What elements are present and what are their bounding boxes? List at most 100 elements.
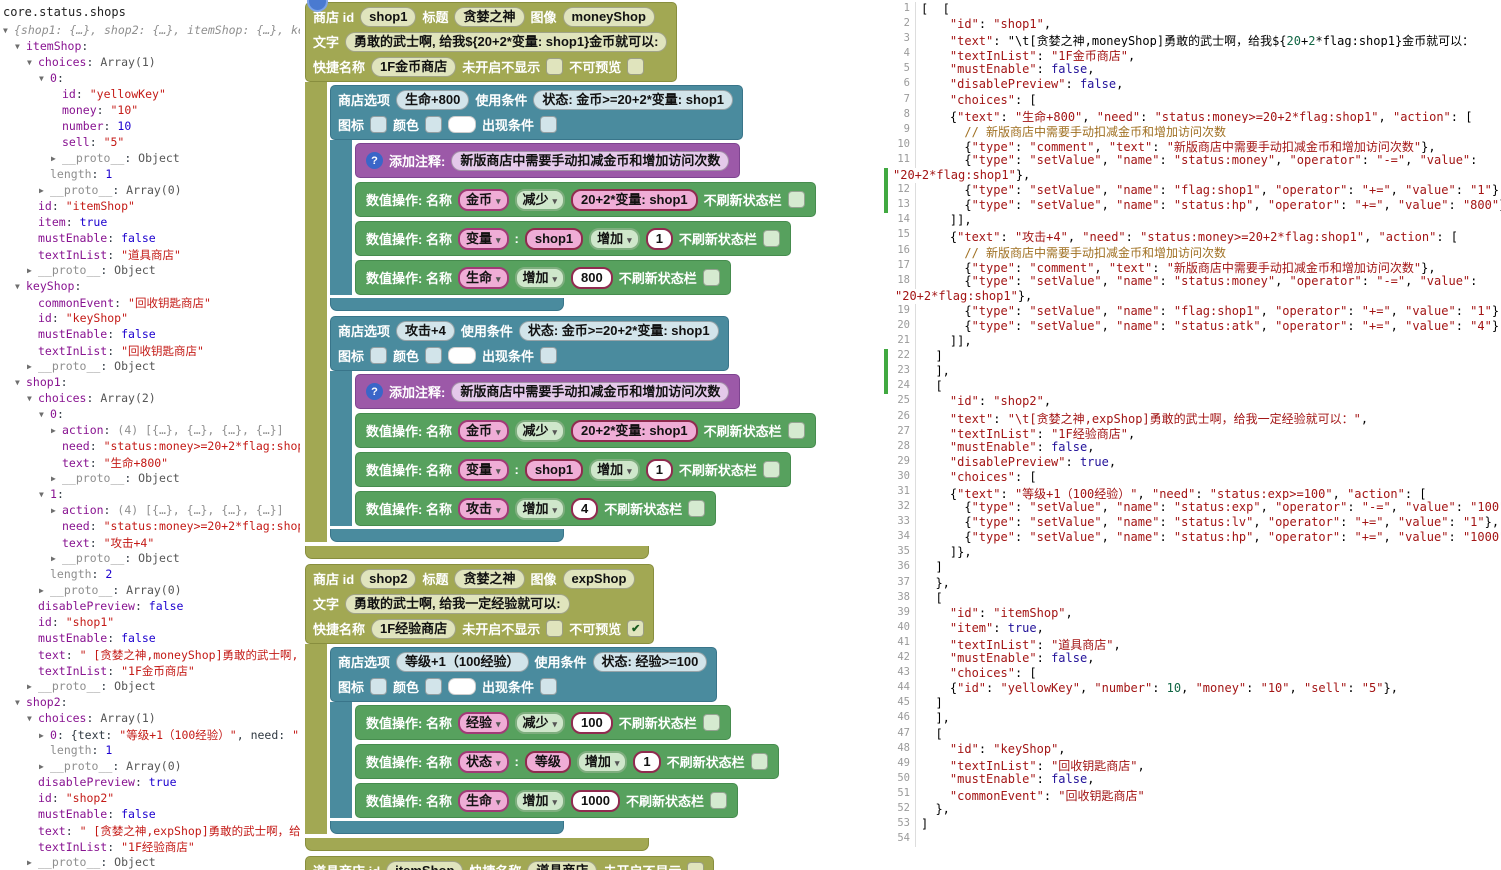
comment-text-field[interactable]: 新版商店中需要手动扣减金币和增加访问次数	[451, 381, 730, 402]
code-line[interactable]: 3 "text": "\t[贪婪之神,moneyShop]勇敢的武士啊，给我${…	[884, 32, 1501, 48]
expand-arrow-icon[interactable]: ▶	[27, 682, 32, 691]
code-line[interactable]: 31 {"text": "等级+1（100经验）", "need": "stat…	[884, 485, 1501, 501]
action-block-lv[interactable]: 数值操作: 名称 状态 ▾: 等级 增加 ▾ 1 不刷新状态栏	[355, 744, 779, 779]
code-line[interactable]: 34 {"type": "setValue", "name": "status:…	[884, 530, 1501, 546]
code-line[interactable]: 29 "disablePreview": true,	[884, 454, 1501, 470]
comment-text-field[interactable]: 新版商店中需要手动扣减金币和增加访问次数	[451, 150, 730, 171]
tree-row[interactable]: ▶0: {text: "等级+1（100经验）", need: "st	[0, 727, 300, 743]
checkbox[interactable]	[370, 116, 388, 133]
expand-arrow-icon[interactable]: ▼	[15, 378, 20, 387]
expand-arrow-icon[interactable]: ▼	[27, 58, 32, 67]
code-line[interactable]: 53]	[884, 817, 1501, 833]
dropdown-field[interactable]: 经验 ▾	[457, 711, 509, 734]
expand-arrow-icon[interactable]: ▶	[27, 266, 32, 275]
expand-arrow-icon[interactable]: ▼	[15, 282, 20, 291]
value-field[interactable]: shop1	[524, 227, 584, 250]
choice-block-lv[interactable]: 商店选项 等级+1（100经验） 使用条件 状态: 经验>=100 图标 颜色 出现条件 数值…	[330, 647, 779, 834]
text-field[interactable]: 状态: 金币>=20+2*变量: shop1	[518, 320, 719, 341]
checkbox[interactable]	[709, 792, 727, 809]
checkbox[interactable]	[540, 347, 558, 364]
value-field[interactable]: 100	[571, 711, 613, 734]
tree-row[interactable]: ▶ __proto__: Object	[51, 551, 180, 565]
checkbox[interactable]	[627, 58, 645, 75]
tree-row[interactable]: ▼ 0:	[39, 407, 64, 421]
comment-block[interactable]: ? 添加注释: 新版商店中需要手动扣减金币和增加访问次数	[355, 374, 741, 409]
value-field[interactable]: 800	[571, 266, 613, 289]
checkbox[interactable]	[688, 500, 706, 517]
expand-arrow-icon[interactable]: ▶	[51, 474, 56, 483]
code-line[interactable]: 21 ]],	[884, 334, 1501, 350]
expand-arrow-icon[interactable]: ▼	[15, 42, 20, 51]
code-line[interactable]: 33 {"type": "setValue", "name": "status:…	[884, 515, 1501, 531]
code-line[interactable]: 42 "mustEnable": false,	[884, 651, 1501, 667]
tree-row[interactable]: ▶ __proto__: Object	[27, 855, 156, 869]
tree-row[interactable]: ▶ __proto__: Object	[51, 151, 180, 165]
comment-block[interactable]: ? 添加注释: 新版商店中需要手动扣减金币和增加访问次数	[355, 143, 741, 178]
code-line[interactable]: 13 {"type": "setValue", "name": "status:…	[884, 198, 1501, 214]
text-field[interactable]: 道具商店	[527, 860, 598, 870]
checkbox[interactable]	[762, 230, 780, 247]
text-field[interactable]: 1F金币商店	[371, 56, 457, 77]
dropdown-field[interactable]: 状态 ▾	[457, 750, 509, 773]
block-editor-panel[interactable]: 商店 id shop1 标题 贪婪之神 图像 moneyShop 文字 勇敢的武士啊, 给我$…	[300, 0, 884, 870]
tree-row[interactable]: ▼ shop1:	[15, 375, 68, 389]
checkbox[interactable]	[370, 678, 388, 695]
code-line[interactable]: 30 "choices": [	[884, 469, 1501, 485]
text-field[interactable]: shop1	[360, 6, 417, 27]
tree-row[interactable]: ▶ __proto__: Object	[27, 263, 156, 277]
help-icon[interactable]: ?	[366, 383, 383, 400]
checkbox[interactable]	[546, 620, 564, 637]
choice-block-atk4[interactable]: 商店选项 攻击+4 使用条件 状态: 金币>=20+2*变量: shop1 图标 颜色 出现…	[330, 316, 816, 542]
text-field[interactable]: moneyShop	[562, 6, 655, 27]
text-field[interactable]: 勇敢的武士啊, 给我${20+2*变量: shop1}金币就可以:	[345, 31, 668, 52]
checkbox[interactable]	[702, 269, 720, 286]
tree-row[interactable]: ▼ choices: Array(1)	[27, 711, 156, 725]
tree-row[interactable]: ▶ __proto__: Object	[51, 471, 180, 485]
value-field[interactable]: 20+2*变量: shop1	[571, 419, 698, 442]
expand-arrow-icon[interactable]: ▶	[27, 858, 32, 867]
tree-row[interactable]: ▶ action: (4) [{…}, {…}, {…}, {…}]	[51, 423, 284, 437]
tree-row[interactable]: ▶ __proto__: Array(0)	[39, 583, 182, 597]
code-line[interactable]: 19 {"type": "setValue", "name": "flag:sh…	[884, 303, 1501, 319]
text-field[interactable]: itemShop	[386, 860, 464, 870]
expand-arrow-icon[interactable]: ▶	[39, 731, 44, 740]
code-line[interactable]: 18 {"type": "setValue", "name": "status:…	[884, 273, 1501, 289]
checkbox[interactable]	[762, 461, 780, 478]
code-line[interactable]: 24 [	[884, 379, 1501, 395]
dropdown-field[interactable]: 增加 ▾	[589, 458, 640, 481]
checkbox[interactable]: ✔	[627, 620, 645, 637]
code-line[interactable]: 44 {"id": "yellowKey", "number": 10, "mo…	[884, 681, 1501, 697]
tree-row[interactable]: ▼ shop2:	[15, 695, 68, 709]
code-line[interactable]: 11 {"type": "setValue", "name": "status:…	[884, 152, 1501, 169]
checkbox[interactable]	[702, 714, 720, 731]
code-line[interactable]: 46 ],	[884, 711, 1501, 727]
tree-row[interactable]: ▼ itemShop:	[15, 39, 89, 53]
action-block-atk[interactable]: 数值操作: 名称 攻击 ▾ 增加 ▾ 4 不刷新状态栏	[355, 491, 717, 526]
checkbox[interactable]	[540, 678, 558, 695]
action-block-flag[interactable]: 数值操作: 名称 变量 ▾: shop1 增加 ▾ 1 不刷新状态栏	[355, 452, 791, 487]
expand-arrow-icon[interactable]: ▼	[39, 74, 44, 83]
tree-row[interactable]: ▶ __proto__: Array(0)	[39, 759, 182, 773]
text-field[interactable]: 贪婪之神	[454, 6, 525, 27]
checkbox[interactable]	[750, 753, 768, 770]
block-workspace[interactable]: 商店 id shop1 标题 贪婪之神 图像 moneyShop 文字 勇敢的武士啊, 给我$…	[300, 0, 884, 870]
code-line[interactable]: 38 [	[884, 590, 1501, 606]
code-panel[interactable]: 1[ [2 "id": "shop1", 3 "text": "\t[贪婪之神,m…	[884, 0, 1501, 870]
expand-arrow-icon[interactable]: ▼	[39, 490, 44, 499]
dropdown-field[interactable]: 减少 ▾	[514, 711, 566, 734]
code-line[interactable]: 15 {"text": "攻击+4", "need": "status:mone…	[884, 228, 1501, 244]
code-line[interactable]: 52 },	[884, 801, 1501, 818]
code-editor[interactable]: 1[ [2 "id": "shop1", 3 "text": "\t[贪婪之神,m…	[884, 2, 1501, 848]
text-field[interactable]: 贪婪之神	[454, 568, 525, 589]
code-line[interactable]: 51 "commonEvent": "回收钥匙商店"	[884, 786, 1501, 802]
color-field[interactable]	[448, 678, 477, 695]
code-line[interactable]: 1[ [	[884, 2, 1501, 18]
action-block-flag[interactable]: 数值操作: 名称 变量 ▾: shop1 增加 ▾ 1 不刷新状态栏	[355, 221, 791, 256]
dropdown-field[interactable]: 金币 ▾	[457, 188, 509, 211]
value-field[interactable]: shop1	[524, 458, 584, 481]
code-line[interactable]: 4 "textInList": "1F金币商店",	[884, 47, 1501, 63]
code-line[interactable]: 2 "id": "shop1",	[884, 17, 1501, 33]
checkbox[interactable]	[787, 422, 805, 439]
tree-row[interactable]: ▼ choices: Array(2)	[27, 391, 156, 405]
code-line[interactable]: 8 {"text": "生命+800", "need": "status:mon…	[884, 107, 1501, 123]
